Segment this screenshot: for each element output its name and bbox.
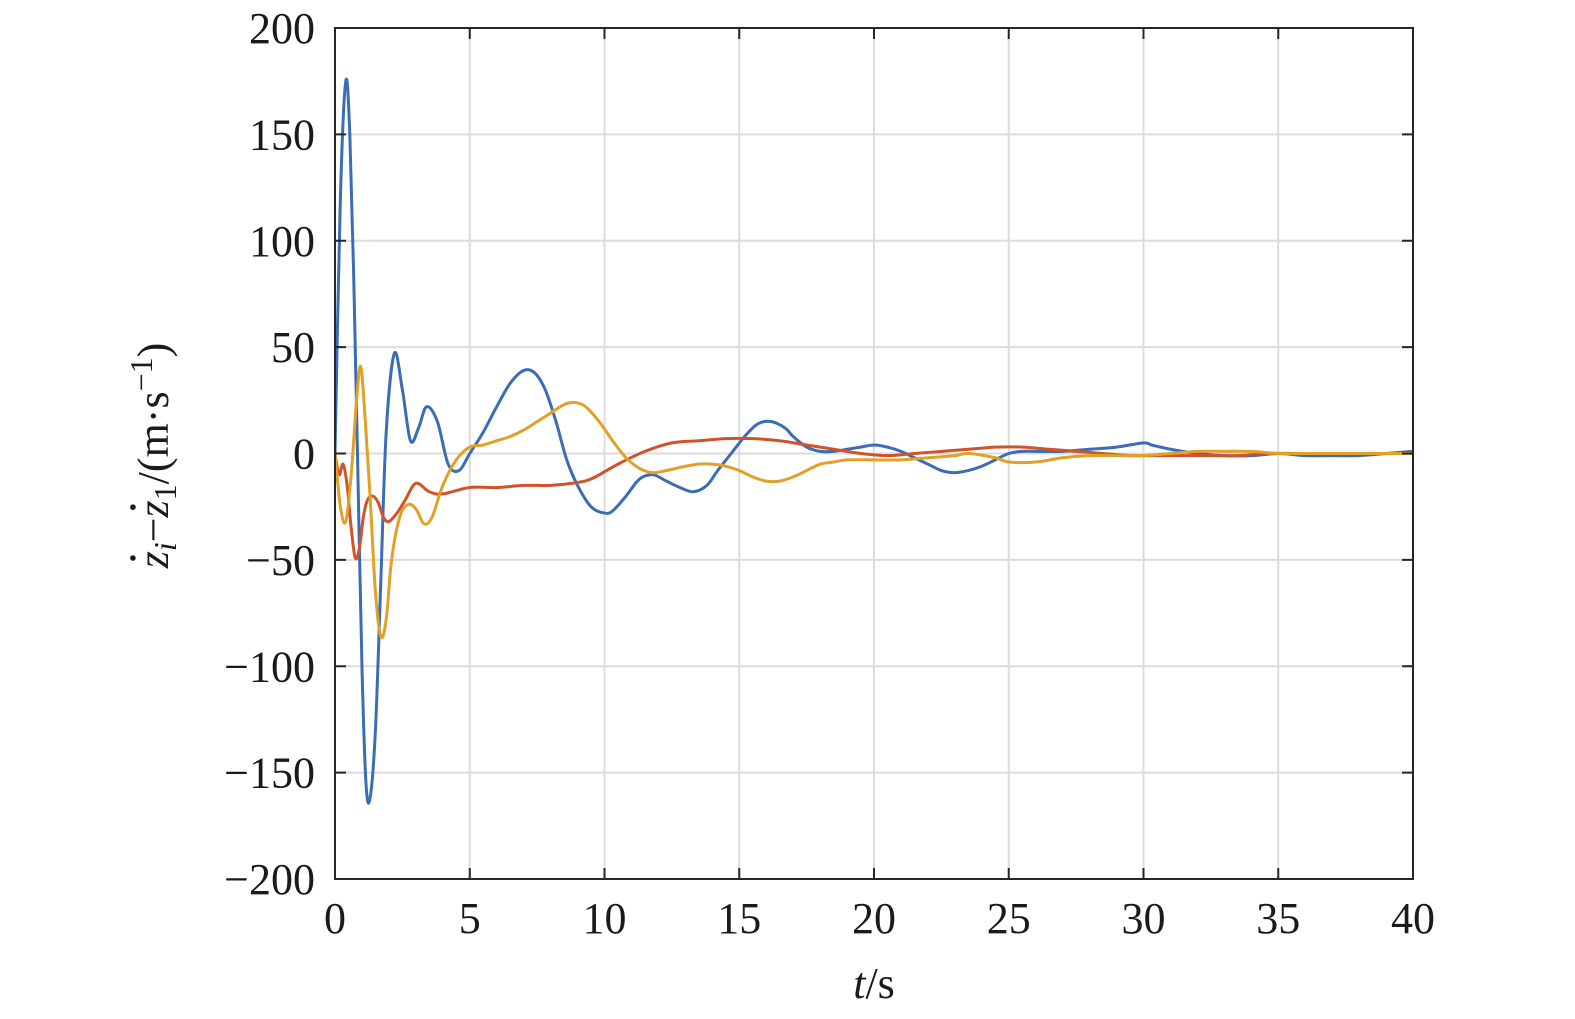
y-tick-label-0: −200 — [224, 855, 315, 904]
y-axis-unit-open: /(m·s — [129, 391, 178, 484]
y-axis-lhs-a-sub: i — [147, 542, 183, 551]
series-line-3 — [335, 364, 1413, 640]
x-tick-label-0: 0 — [324, 894, 346, 943]
y-tick-label-8: 200 — [249, 4, 315, 53]
x-tick-label-5: 25 — [987, 894, 1031, 943]
y-axis-title: zi−z1/(m·s−1) — [123, 343, 183, 570]
y-tick-label-4: 0 — [293, 430, 315, 479]
x-tick-label-4: 20 — [852, 894, 896, 943]
derivative-dot-2 — [130, 504, 136, 510]
y-axis-unit-exp: −1 — [123, 357, 159, 391]
y-tick-label-1: −150 — [224, 749, 315, 798]
axis-ticks — [334, 27, 1414, 880]
x-tick-label-2: 10 — [583, 894, 627, 943]
y-tick-labels: −200 −150 −100 −50 0 50 100 150 200 — [224, 4, 315, 904]
y-tick-label-6: 100 — [249, 217, 315, 266]
x-axis-title: t/s — [853, 959, 895, 1008]
series-lines — [335, 77, 1413, 805]
x-axis-variable: t — [853, 959, 867, 1008]
y-axis-lhs-a: z — [129, 551, 178, 569]
y-tick-label-7: 150 — [249, 110, 315, 159]
x-tick-labels: 0 5 10 15 20 25 30 35 40 — [324, 894, 1435, 943]
y-axis-lhs-b-sub: 1 — [147, 484, 183, 500]
x-tick-label-3: 15 — [717, 894, 761, 943]
y-tick-label-5: 50 — [271, 323, 315, 372]
x-tick-label-6: 30 — [1122, 894, 1166, 943]
y-axis-lhs-b: z — [129, 500, 178, 518]
x-tick-label-7: 35 — [1256, 894, 1300, 943]
derivative-dot-1 — [130, 555, 136, 561]
y-tick-label-2: −100 — [224, 642, 315, 691]
y-axis-derivative-dots — [130, 504, 136, 561]
y-axis-minus: − — [129, 517, 178, 542]
x-axis-unit: /s — [865, 959, 894, 1008]
y-axis-unit-close: ) — [129, 343, 178, 358]
y-tick-label-3: −50 — [246, 536, 315, 585]
x-tick-label-1: 5 — [459, 894, 481, 943]
x-tick-label-8: 40 — [1391, 894, 1435, 943]
